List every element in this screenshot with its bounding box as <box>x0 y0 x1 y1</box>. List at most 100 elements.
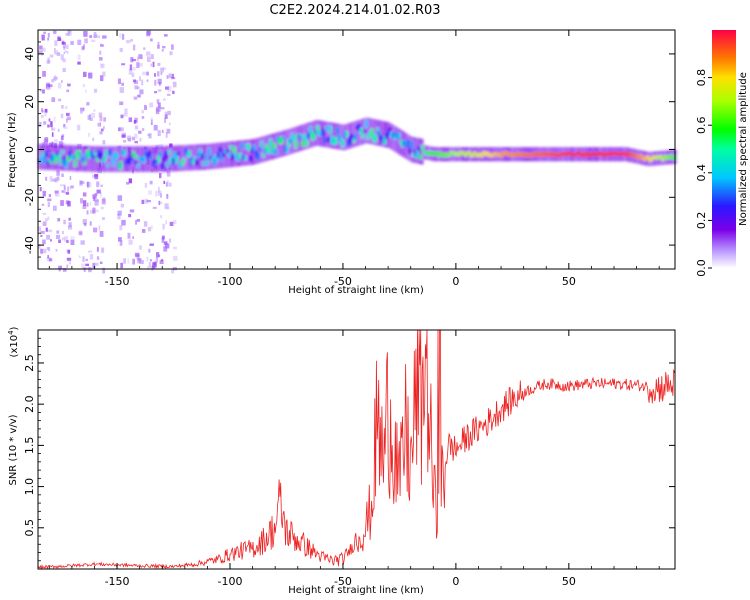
trace-halo <box>420 138 423 165</box>
noise-speck <box>165 86 169 90</box>
noise-speck <box>94 193 98 196</box>
noise-speck <box>61 105 64 109</box>
noise-speck <box>43 31 46 34</box>
noise-speck <box>121 132 126 136</box>
figure-title: C2E2.2024.214.01.02.R03 <box>269 3 440 18</box>
trace-halo <box>62 144 65 171</box>
trace-blob <box>162 156 166 162</box>
trace-halo <box>341 124 344 151</box>
trace-blob <box>287 139 290 147</box>
noise-speck <box>97 35 100 39</box>
trace-halo <box>165 146 168 172</box>
noise-speck <box>166 128 171 134</box>
trace-blob <box>368 132 372 136</box>
trace-blob <box>542 151 545 155</box>
trace-blob <box>48 159 52 164</box>
noise-speck <box>49 54 54 58</box>
noise-speck <box>65 44 69 50</box>
colorbar-gradient <box>712 30 736 268</box>
noise-speck <box>138 63 143 67</box>
trace-blob <box>72 154 75 159</box>
noise-speck <box>102 140 106 145</box>
trace-blob <box>491 153 495 157</box>
trace-blob <box>231 153 234 160</box>
noise-speck <box>172 90 175 94</box>
snr-background <box>38 330 675 569</box>
noise-speck <box>98 57 103 61</box>
trace-blob <box>307 132 310 139</box>
spectrogram-x-ticks: -150 -100 -50 0 50 <box>48 30 660 288</box>
noise-speck <box>42 239 46 245</box>
trace-halo <box>46 144 49 170</box>
noise-speck <box>134 125 139 130</box>
trace-blob <box>119 161 122 170</box>
trace-blob <box>556 154 560 158</box>
trace-halo <box>271 133 274 160</box>
trace-blob <box>88 153 92 158</box>
trace-blob <box>198 148 202 157</box>
trace-halo <box>291 127 294 154</box>
noise-speck <box>150 119 153 125</box>
noise-speck <box>94 199 99 206</box>
noise-speck <box>165 181 168 187</box>
trace-halo <box>279 131 282 158</box>
trace-blob <box>356 126 359 129</box>
noise-speck <box>101 247 105 253</box>
trace-halo <box>348 122 351 149</box>
noise-speck <box>118 237 122 242</box>
trace-halo <box>302 124 305 151</box>
trace-blob <box>186 152 189 156</box>
trace-blob <box>222 149 225 157</box>
noise-speck <box>159 260 164 264</box>
trace-blob <box>361 131 365 139</box>
noise-speck <box>126 40 131 44</box>
noise-speck <box>60 80 63 83</box>
noise-speck <box>126 181 130 185</box>
trace-blob <box>468 151 471 155</box>
trace-halo <box>61 144 64 171</box>
trace-blob <box>81 157 84 164</box>
trace-blob <box>247 144 251 151</box>
noise-speck <box>46 87 51 90</box>
trace-blob <box>435 151 439 155</box>
trace-halo <box>367 117 370 144</box>
trace-blob <box>330 135 334 144</box>
trace-blob <box>79 154 83 159</box>
noise-speck <box>62 58 66 63</box>
trace-blob <box>327 137 330 143</box>
trace-blob <box>656 156 659 160</box>
noise-speck <box>63 126 68 130</box>
trace-halo <box>69 145 72 171</box>
noise-speck <box>89 202 92 206</box>
noise-speck <box>61 173 64 177</box>
noise-speck <box>152 206 157 209</box>
trace-blob <box>431 152 435 156</box>
trace-halo <box>334 123 337 149</box>
noise-speck <box>78 231 83 235</box>
trace-blob <box>168 150 171 155</box>
noise-speck <box>119 47 123 52</box>
noise-speck <box>156 99 160 104</box>
trace-blob <box>159 151 162 157</box>
trace-blob <box>424 151 428 155</box>
trace-blob <box>160 162 164 170</box>
trace-blob <box>318 132 321 136</box>
noise-speck <box>164 203 169 209</box>
noise-speck <box>53 116 56 123</box>
trace-blob <box>484 152 487 156</box>
noise-speck <box>47 32 50 38</box>
noise-speck <box>168 238 172 243</box>
noise-speck <box>69 176 72 180</box>
trace-halo <box>179 145 182 172</box>
trace-blob <box>202 161 205 166</box>
trace-blob <box>648 158 652 162</box>
trace-blob <box>618 152 621 156</box>
colorbar-tick-label: 0.6 <box>695 116 708 134</box>
trace-blob <box>383 136 386 145</box>
noise-speck <box>102 126 105 130</box>
trace-halo <box>97 146 100 172</box>
trace-blob <box>251 147 254 153</box>
noise-speck <box>146 56 151 62</box>
trace-blob <box>502 151 505 155</box>
trace-blob <box>641 156 645 160</box>
